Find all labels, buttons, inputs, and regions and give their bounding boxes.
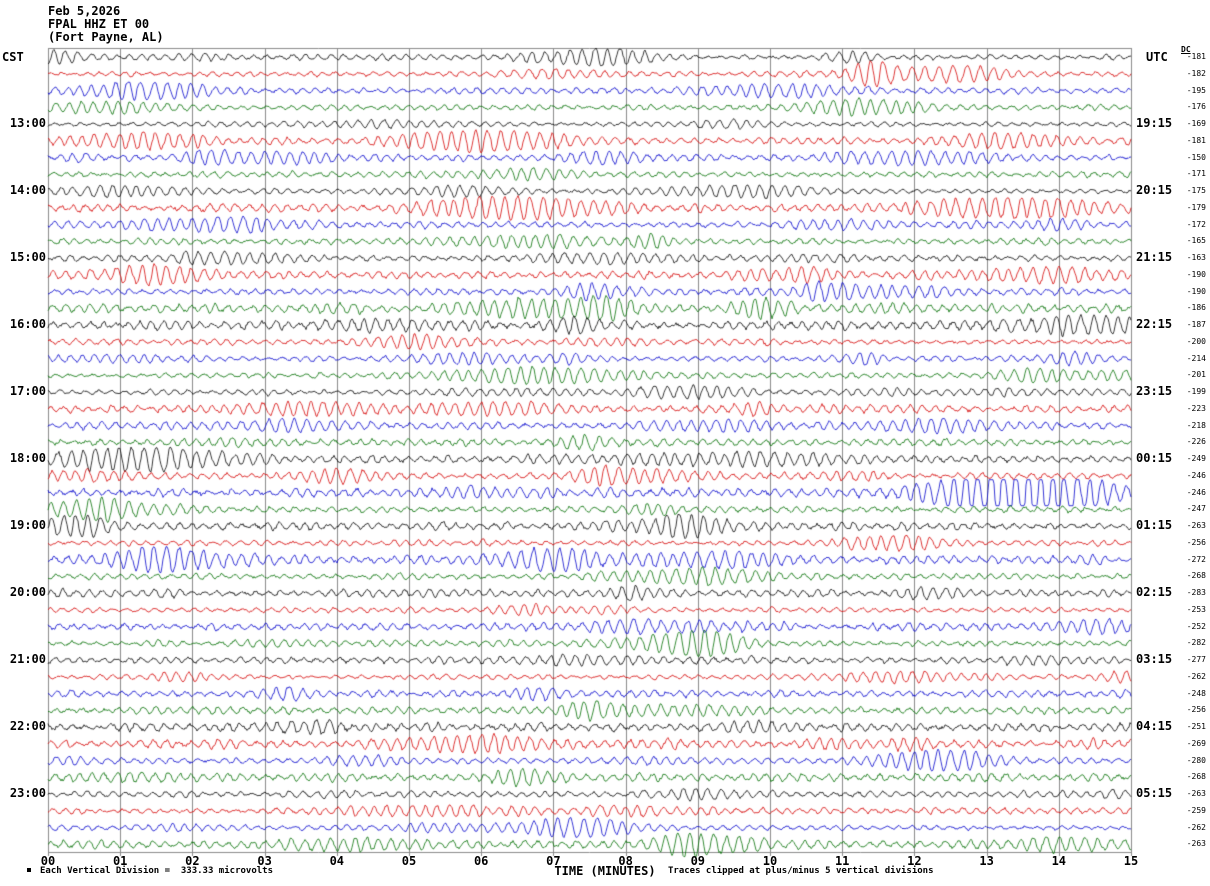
x-tick-label: 05 xyxy=(401,854,417,868)
x-tick-label: 11 xyxy=(834,854,850,868)
cst-hour-label: 15:00 xyxy=(9,250,46,265)
dc-column-header: DC xyxy=(1181,45,1191,54)
dc-offset-value: -169 xyxy=(1186,119,1206,129)
dc-offset-value: -256 xyxy=(1186,705,1206,715)
cst-hour-label: 23:00 xyxy=(9,786,46,801)
dc-offset-value: -175 xyxy=(1186,186,1206,196)
utc-hour-label: 23:15 xyxy=(1136,384,1173,399)
x-tick-label: 00 xyxy=(40,854,56,868)
dc-offset-value: -195 xyxy=(1186,85,1206,95)
cst-hour-label: 13:00 xyxy=(9,116,46,131)
dc-offset-value: -190 xyxy=(1186,269,1206,279)
x-axis-label: TIME (MINUTES) xyxy=(554,864,656,878)
dc-offset-value: -181 xyxy=(1186,52,1206,62)
x-tick-label: 09 xyxy=(690,854,706,868)
dc-offset-value: -181 xyxy=(1186,135,1206,145)
header-location: (Fort Payne, AL) xyxy=(48,30,164,44)
dc-offset-value: -248 xyxy=(1186,688,1206,698)
cst-hour-label: 17:00 xyxy=(9,384,46,399)
cst-hour-label: 16:00 xyxy=(9,317,46,332)
dc-offset-value: -179 xyxy=(1186,202,1206,212)
utc-hour-label: 03:15 xyxy=(1136,652,1173,667)
header-station: FPAL HHZ ET 00 xyxy=(48,17,150,31)
dc-offset-value: -268 xyxy=(1186,772,1206,782)
dc-offset-value: -246 xyxy=(1186,487,1206,497)
dc-offset-value: -262 xyxy=(1186,671,1206,681)
dc-offset-value: -176 xyxy=(1186,102,1206,112)
utc-hour-label: 01:15 xyxy=(1136,518,1173,533)
dc-offset-value: -247 xyxy=(1186,504,1206,514)
dc-offset-value: -277 xyxy=(1186,655,1206,665)
utc-hour-label: 04:15 xyxy=(1136,719,1173,734)
cst-hour-label: 19:00 xyxy=(9,518,46,533)
cst-hour-label: 20:00 xyxy=(9,585,46,600)
dc-offset-value: -263 xyxy=(1186,839,1206,849)
cst-hour-label: 22:00 xyxy=(9,719,46,734)
dc-offset-value: -226 xyxy=(1186,437,1206,447)
dc-offset-value: -150 xyxy=(1186,152,1206,162)
dc-offset-value: -263 xyxy=(1186,521,1206,531)
x-tick-label: 14 xyxy=(1051,854,1067,868)
x-tick-label: 13 xyxy=(979,854,994,868)
dc-offset-value: -259 xyxy=(1186,805,1206,815)
cst-hour-label: 18:00 xyxy=(9,451,46,466)
dc-offset-value: -172 xyxy=(1186,219,1206,229)
dc-offset-value: -268 xyxy=(1186,571,1206,581)
cst-hour-label: 14:00 xyxy=(9,183,46,198)
right-axis-title: UTC xyxy=(1146,50,1168,64)
left-axis-title: CST xyxy=(2,50,24,64)
x-tick-label: 15 xyxy=(1123,854,1139,868)
dc-offset-value: -199 xyxy=(1186,387,1206,397)
x-tick-label: 10 xyxy=(762,854,778,868)
x-tick-label: 06 xyxy=(473,854,489,868)
dc-offset-value: -272 xyxy=(1186,554,1206,564)
dc-offset-value: -165 xyxy=(1186,236,1206,246)
dc-offset-value: -182 xyxy=(1186,68,1206,78)
utc-hour-label: 22:15 xyxy=(1136,317,1173,332)
x-tick-label: 08 xyxy=(618,854,633,868)
x-tick-label: 12 xyxy=(907,854,922,868)
utc-hour-label: 19:15 xyxy=(1136,116,1173,131)
dc-offset-value: -218 xyxy=(1186,420,1206,430)
dc-offset-value: -186 xyxy=(1186,303,1206,313)
dc-offset-value: -263 xyxy=(1186,789,1206,799)
x-tick-label: 03 xyxy=(257,854,272,868)
utc-hour-label: 20:15 xyxy=(1136,183,1173,198)
dc-offset-value: -223 xyxy=(1186,403,1206,413)
dc-offset-value: -256 xyxy=(1186,537,1206,547)
dc-offset-value: -200 xyxy=(1186,336,1206,346)
dc-offset-value: -251 xyxy=(1186,722,1206,732)
utc-hour-label: 00:15 xyxy=(1136,451,1173,466)
x-tick-label: 02 xyxy=(185,854,200,868)
dc-offset-value: -187 xyxy=(1186,320,1206,330)
dc-offset-value: -163 xyxy=(1186,253,1206,263)
dc-offset-value: -283 xyxy=(1186,588,1206,598)
utc-hour-label: 05:15 xyxy=(1136,786,1173,801)
dc-offset-value: -280 xyxy=(1186,755,1206,765)
cst-hour-label: 21:00 xyxy=(9,652,46,667)
dc-offset-value: -246 xyxy=(1186,470,1206,480)
x-tick-label: 07 xyxy=(546,854,561,868)
dc-offset-value: -282 xyxy=(1186,638,1206,648)
logo-mark-icon xyxy=(27,868,31,872)
clip-note: Traces clipped at plus/minus 5 vertical … xyxy=(668,866,934,876)
utc-hour-label: 02:15 xyxy=(1136,585,1173,600)
dc-offset-value: -214 xyxy=(1186,353,1206,363)
x-tick-label: 01 xyxy=(112,854,128,868)
dc-offset-value: -190 xyxy=(1186,286,1206,296)
utc-hour-label: 21:15 xyxy=(1136,250,1173,265)
header-date: Feb 5,2026 xyxy=(48,4,121,18)
dc-offset-value: -269 xyxy=(1186,738,1206,748)
scale-note: Each Vertical Division = 333.33 microvol… xyxy=(40,866,273,876)
dc-offset-value: -201 xyxy=(1186,370,1206,380)
x-tick-label: 04 xyxy=(329,854,345,868)
dc-offset-value: -253 xyxy=(1186,604,1206,614)
dc-offset-value: -171 xyxy=(1186,169,1206,179)
dc-offset-value: -262 xyxy=(1186,822,1206,832)
dc-offset-value: -249 xyxy=(1186,454,1206,464)
dc-offset-value: -252 xyxy=(1186,621,1206,631)
